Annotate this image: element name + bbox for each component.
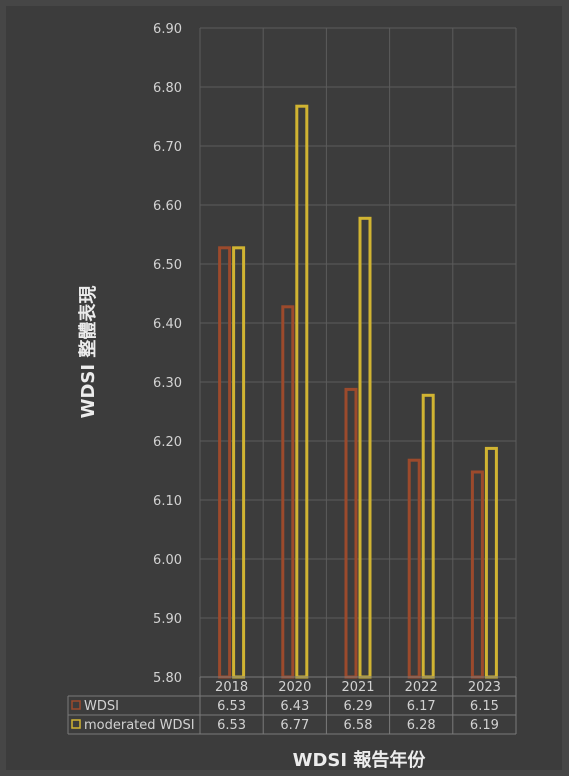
y-tick-label: 6.20 (153, 435, 182, 450)
data-label: 6.43 (280, 699, 309, 714)
grid-layer (199, 27, 517, 678)
data-table: 2018 2020 2021 2022 2023 WDSI 6.53 6.43 6.29 6.17… (67, 676, 517, 735)
x-tick-label: 2022 (405, 680, 438, 695)
legend-label: moderated WDSI (84, 718, 195, 733)
legend-swatch (71, 700, 81, 710)
y-tick-label: 6.30 (153, 376, 182, 391)
data-label: 6.77 (280, 718, 309, 733)
y-tick-label: 5.80 (153, 671, 182, 686)
y-tick-label: 6.00 (153, 553, 182, 568)
data-label: 6.53 (217, 699, 246, 714)
x-tick-label: 2018 (215, 680, 248, 695)
legend-swatch (71, 719, 81, 729)
y-tick-label: 6.60 (153, 199, 182, 214)
y-tick-label: 6.10 (153, 494, 182, 509)
legend-label: WDSI (84, 699, 119, 714)
data-label: 6.58 (344, 718, 373, 733)
x-tick-label: 2023 (468, 680, 501, 695)
y-tick-label: 6.90 (153, 22, 182, 37)
data-label: 6.15 (470, 699, 499, 714)
y-tick-label: 5.90 (153, 612, 182, 627)
x-tick-label: 2020 (278, 680, 311, 695)
data-label: 6.19 (470, 718, 499, 733)
y-tick-label: 6.50 (153, 258, 182, 273)
data-label: 6.53 (217, 718, 246, 733)
data-label: 6.29 (344, 699, 373, 714)
y-tick-label: 6.40 (153, 317, 182, 332)
x-axis-title: WDSI 報告年份 (293, 749, 427, 771)
data-label: 6.28 (407, 718, 436, 733)
y-tick-label: 6.70 (153, 140, 182, 155)
y-axis-title: WDSI 整體表現 (77, 286, 99, 419)
y-tick-labels: 5.80 5.90 6.00 6.10 6.20 6.30 6.40 6.50 6.60 6.70… (153, 22, 182, 686)
data-label: 6.17 (407, 699, 436, 714)
y-tick-label: 6.80 (153, 81, 182, 96)
x-tick-label: 2021 (341, 680, 374, 695)
